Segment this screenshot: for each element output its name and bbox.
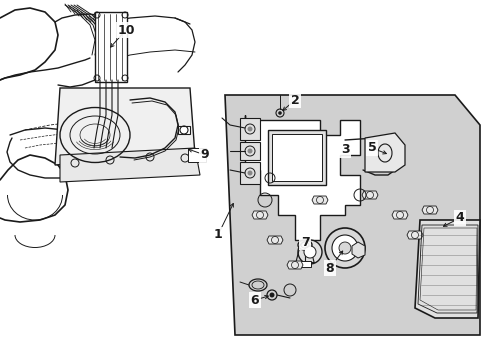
Bar [271,134,321,181]
Polygon shape [391,211,407,219]
Circle shape [331,235,357,261]
Polygon shape [224,95,479,335]
Circle shape [278,111,281,115]
Circle shape [327,148,332,153]
Polygon shape [266,236,283,244]
Text: 6: 6 [250,293,259,306]
Polygon shape [55,88,195,165]
Polygon shape [421,206,437,214]
Circle shape [247,126,252,131]
Text: 5: 5 [367,141,376,154]
Text: 4: 4 [455,211,464,225]
Polygon shape [351,242,364,258]
Polygon shape [311,196,327,204]
Bar [267,130,325,185]
Text: 3: 3 [340,144,348,157]
Text: 1: 1 [213,229,222,242]
Bar [178,126,190,134]
Bar [240,118,260,140]
Circle shape [297,240,321,264]
Bar [240,142,260,160]
Bar [298,261,310,267]
Polygon shape [361,191,377,199]
Circle shape [247,148,252,153]
Polygon shape [286,261,303,269]
Bar [240,162,260,184]
Polygon shape [60,148,200,182]
Bar [95,12,127,82]
Text: 7: 7 [300,235,309,248]
Circle shape [247,171,252,175]
Circle shape [325,228,364,268]
Polygon shape [244,115,359,240]
Bar [187,148,205,162]
Polygon shape [251,211,267,219]
Text: 8: 8 [325,261,334,274]
Circle shape [338,242,350,254]
Text: 2: 2 [290,94,299,107]
Polygon shape [406,231,422,239]
Circle shape [269,292,274,297]
Text: 10: 10 [117,23,135,36]
Circle shape [304,246,315,258]
Polygon shape [414,220,479,318]
Polygon shape [364,133,404,172]
Text: 9: 9 [200,148,209,162]
